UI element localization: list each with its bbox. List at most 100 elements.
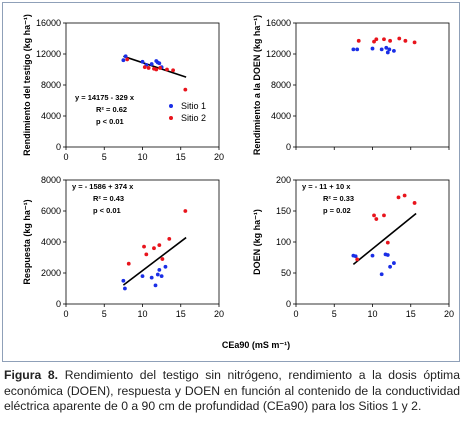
data-point [123,54,128,59]
fit-annotation: p < 0.01 [93,206,121,215]
data-point [374,37,379,42]
data-point [388,264,392,269]
x-tick-label: 0 [63,152,68,162]
x-tick-label: 15 [176,309,186,319]
fit-annotation: y = - 1586 + 374 x [72,182,134,191]
regression-line [123,55,187,78]
figure-caption: Figura 8. Rendimiento del testigo sin ni… [4,368,460,415]
data-point [144,252,149,257]
plot-frame [65,179,220,305]
data-point [157,61,162,66]
data-point [370,253,375,258]
y-tick-label: 8000 [41,80,61,90]
series-sitio-1 [351,45,396,55]
data-point [412,40,417,45]
fit-annotation: y = - 11 + 10 x [302,182,351,191]
series-sitio-2 [125,57,188,92]
data-point [157,268,162,272]
data-point [412,201,417,205]
x-tick-label: 15 [176,152,186,162]
y-tick-label: 16000 [36,18,61,28]
x-axis-label: CEa90 (mS m⁻¹) [222,340,290,350]
y-tick-label: 12000 [36,49,61,59]
y-tick-label: 2000 [41,268,61,278]
data-point [140,274,145,278]
data-point [146,66,151,70]
y-tick-label: 50 [281,268,291,278]
y-tick-label: 0 [286,299,291,309]
y-tick-label: 4000 [271,111,291,121]
chart-panel-doen: 0 50 100 150 200 0 5 10 15 20 DOEN (kg ha⁻¹) y = - … [252,175,454,319]
x-tick-label: 10 [137,309,147,319]
data-point [392,49,396,53]
caption-text: Rendimiento del testigo sin nitrógeno, r… [4,368,460,413]
fit-annotation: R² = 0.33 [323,194,354,203]
y-tick-label: 6000 [41,206,61,216]
legend-entry: Sitio 2 [181,113,206,123]
series-sitio-2 [356,36,417,45]
x-tick-label: 10 [137,152,147,162]
data-point [402,193,407,198]
y-tick-label: 0 [286,142,291,152]
x-tick-label: 10 [367,309,377,319]
data-point [159,274,164,278]
legend-marker [169,104,173,108]
data-point [388,38,392,43]
plot-frame [65,22,220,148]
data-point [379,47,384,52]
data-point [384,45,389,50]
series-sitio-1 [121,264,168,291]
fit-annotation: p = 0.02 [323,206,351,215]
data-point [167,237,172,241]
y-tick-label: 0 [56,299,61,309]
data-point [382,37,386,42]
data-point [165,67,169,72]
chart-canvas: 0 4000 8000 12000 16000 0 5 10 15 20 Rendimiento d… [22,14,454,350]
data-point [125,57,130,62]
caption-label: Figura 8. [4,368,59,382]
y-axis-label: Rendimiento a la DOEN (kg ha⁻¹) [252,15,262,155]
series-sitio-2 [355,193,417,262]
chart-panel-testigo: 0 4000 8000 12000 16000 0 5 10 15 20 Rendimiento d… [22,14,224,162]
data-point [374,217,379,221]
data-point [157,243,162,248]
data-point [353,254,358,259]
y-tick-label: 8000 [41,175,61,185]
data-point [121,278,126,283]
data-point [370,46,375,51]
data-point [397,36,402,41]
x-tick-label: 20 [444,309,454,319]
data-point [140,59,145,64]
x-tick-label: 5 [102,152,107,162]
data-point [149,275,154,280]
x-tick-label: 0 [293,309,298,319]
fit-annotation: y = 14175 - 329 x [75,93,135,102]
data-point [382,213,386,218]
plot-frame [295,179,450,305]
data-point [385,240,390,245]
data-point [171,68,176,73]
data-point [155,272,160,277]
data-point [392,261,396,265]
legend-marker [169,116,173,120]
data-point [387,47,392,52]
data-point [154,67,159,72]
y-tick-label: 16000 [266,18,291,28]
data-point [351,47,356,52]
y-axis-label: Respuesta (kg ha⁻¹) [22,199,32,284]
data-point [396,195,401,200]
chart-panel-respuesta: 0 2000 4000 6000 8000 0 5 10 15 20 Respuesta (kg h… [22,175,224,319]
x-tick-label: 5 [102,309,107,319]
series-sitio-1 [351,252,396,277]
x-tick-label: 5 [332,309,337,319]
data-point [183,87,188,92]
series-sitio-2 [126,209,188,266]
y-tick-label: 100 [276,237,291,247]
data-point [356,38,361,43]
y-tick-label: 4000 [41,111,61,121]
x-tick-label: 20 [214,309,224,319]
y-axis-label: DOEN (kg ha⁻¹) [252,209,262,275]
data-point [149,62,154,66]
y-tick-label: 0 [56,142,61,152]
